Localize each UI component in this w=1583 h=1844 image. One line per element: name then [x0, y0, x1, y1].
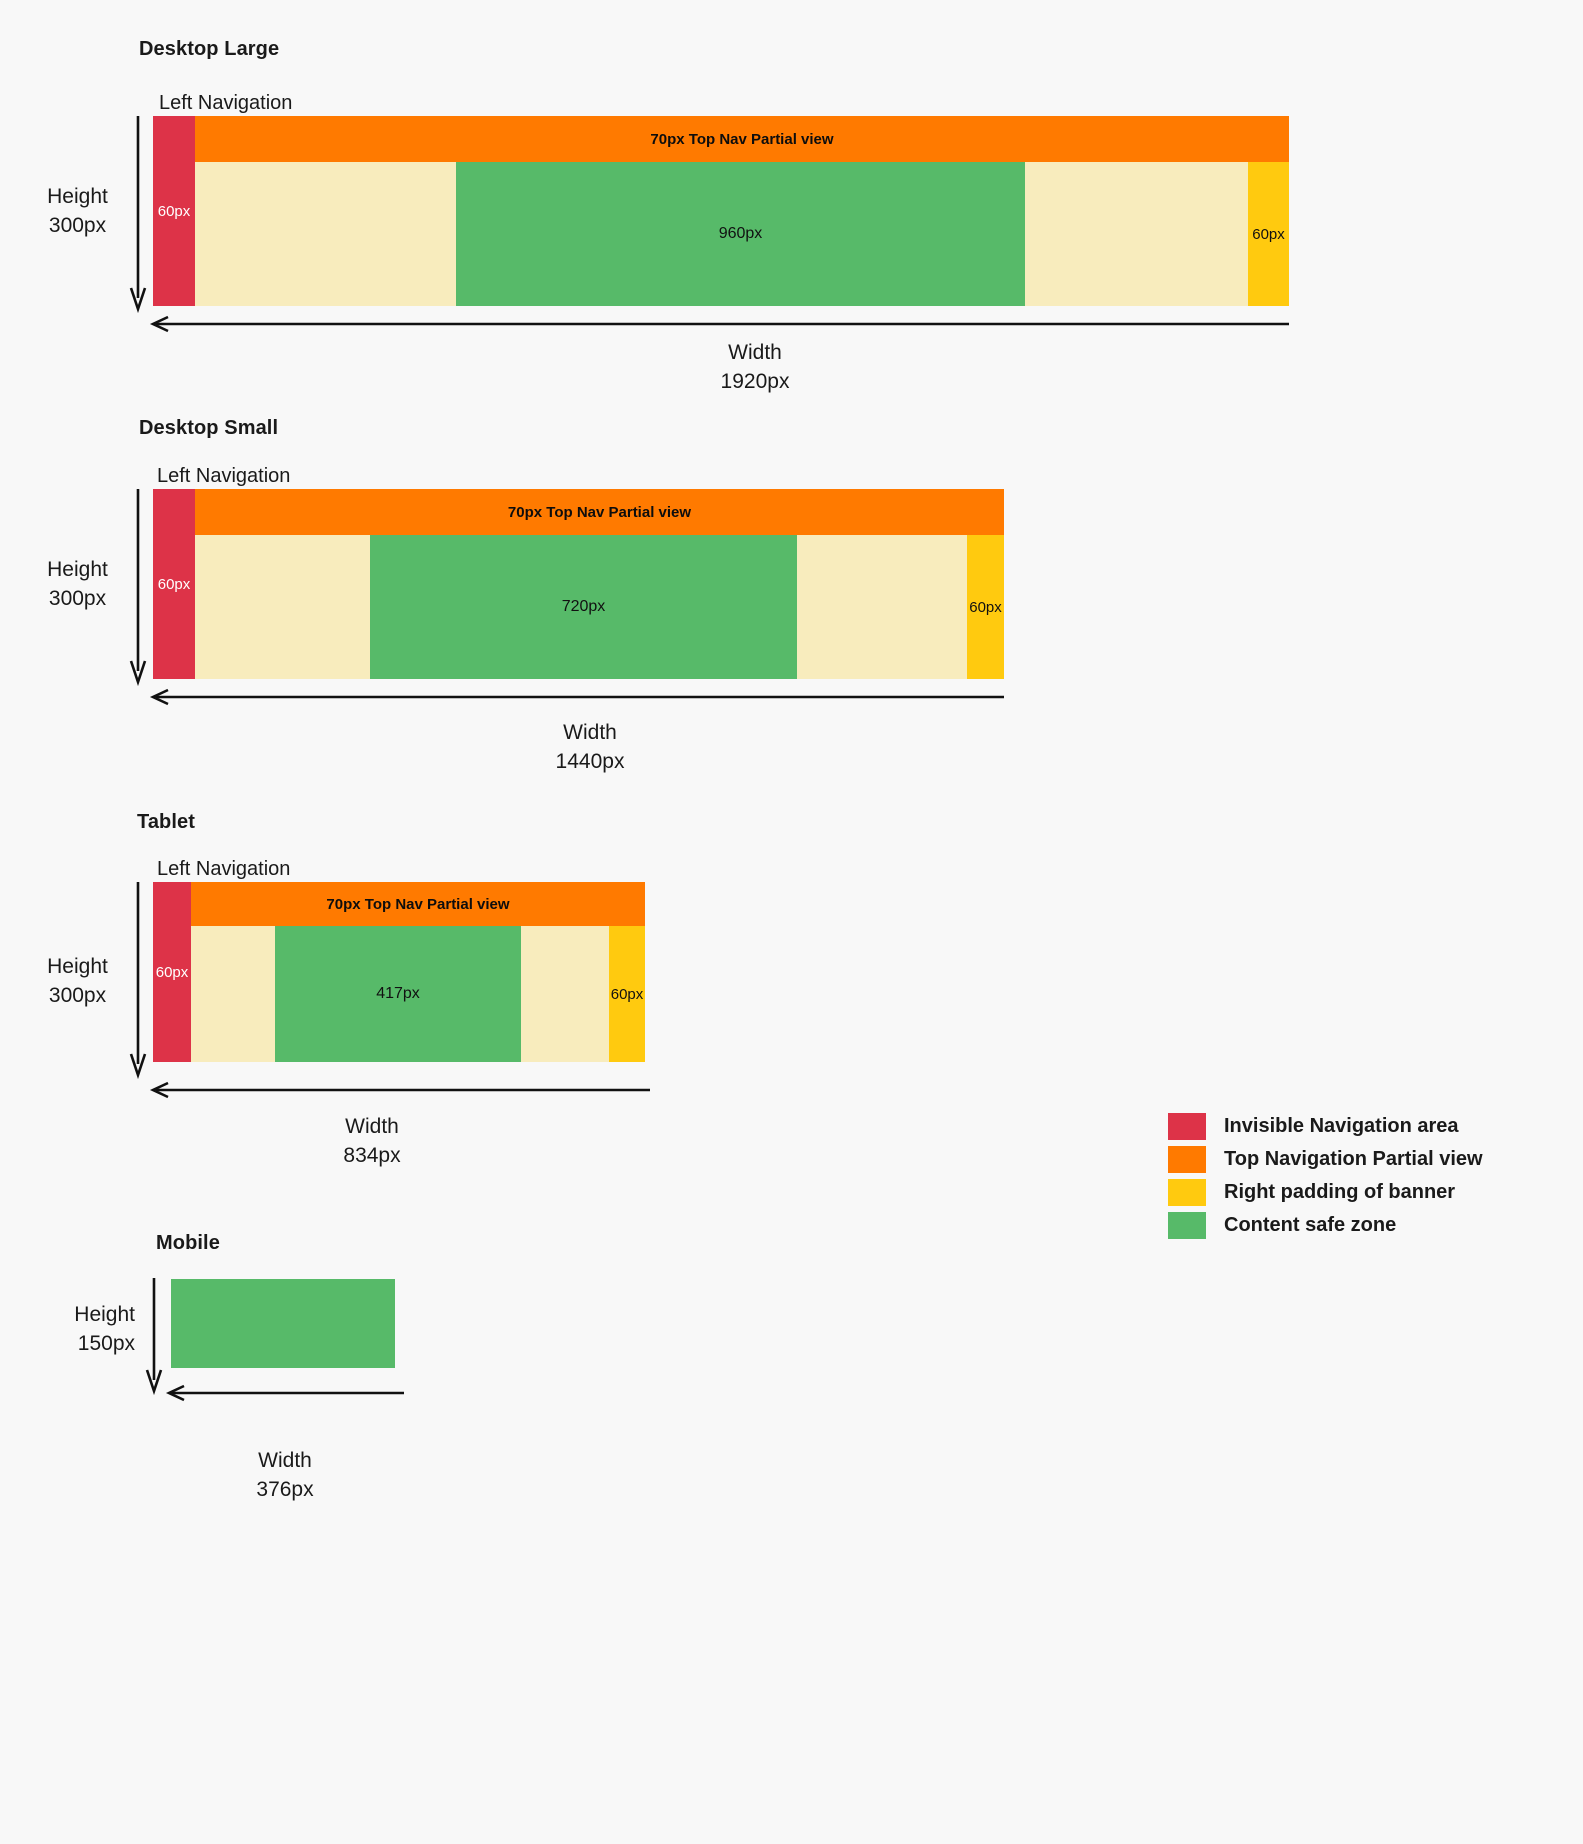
right-padding-label: 60px [1252, 225, 1285, 243]
right-padding-label: 60px [610, 985, 644, 1003]
content-safe-zone-desktop-small: 720px [370, 535, 797, 679]
height-label-desktop-small: Height 300px [20, 555, 135, 613]
legend-label: Invisible Navigation area [1224, 1115, 1459, 1137]
right-gap-zone-desktop-small [797, 535, 967, 679]
legend-swatch-icon-right-padding [1168, 1179, 1206, 1206]
height-word: Height [47, 185, 108, 208]
section-title-desktop-small: Desktop Small [139, 417, 279, 439]
height-value: 300px [48, 214, 107, 237]
legend-item-right-padding: Right padding of banner [1168, 1176, 1483, 1209]
section-title-tablet: Tablet [137, 811, 196, 833]
invisible-nav-label: 60px [157, 575, 191, 593]
legend-item-invisible-nav: Invisible Navigation area [1168, 1110, 1483, 1143]
height-arrow-tablet [129, 882, 147, 1080]
top-nav-zone-desktop-large: 70px Top Nav Partial view [195, 116, 1289, 162]
legend-swatch-icon-content-safe [1168, 1212, 1206, 1239]
height-label-mobile: Height 150px [0, 1300, 135, 1358]
top-nav-label: 70px Top Nav Partial view [326, 895, 510, 913]
height-arrow-mobile [145, 1278, 163, 1396]
top-nav-label: 70px Top Nav Partial view [650, 130, 834, 148]
legend-item-content-safe: Content safe zone [1168, 1209, 1483, 1242]
width-word: Width [563, 721, 617, 744]
left-navigation-caption-tablet: Left Navigation [157, 858, 291, 880]
width-label-mobile: Width 376px [175, 1446, 395, 1504]
width-word: Width [728, 341, 782, 364]
invisible-nav-zone-desktop-large: 60px [153, 116, 195, 306]
width-word: Width [345, 1115, 399, 1138]
content-safe-zone-tablet: 417px [275, 926, 521, 1062]
height-value: 300px [48, 984, 107, 1007]
legend-label: Top Navigation Partial view [1224, 1148, 1483, 1170]
left-padding-zone-tablet [191, 926, 275, 1062]
legend: Invisible Navigation area Top Navigation… [1168, 1110, 1483, 1242]
right-gap-zone-desktop-large [1025, 162, 1248, 306]
banner-desktop-small: 60px 70px Top Nav Partial view 720px 60p… [153, 489, 1004, 679]
section-title-mobile: Mobile [156, 1232, 220, 1254]
invisible-nav-zone-desktop-small: 60px [153, 489, 195, 679]
width-label-desktop-large: Width 1920px [645, 338, 865, 396]
width-word: Width [258, 1449, 312, 1472]
legend-item-top-nav: Top Navigation Partial view [1168, 1143, 1483, 1176]
width-value: 376px [256, 1478, 314, 1501]
height-word: Height [47, 955, 108, 978]
invisible-nav-zone-tablet: 60px [153, 882, 191, 1062]
banner-desktop-large: 60px 70px Top Nav Partial view 960px 60p… [153, 116, 1289, 306]
width-label-desktop-small: Width 1440px [480, 718, 700, 776]
left-navigation-caption-desktop-small: Left Navigation [157, 465, 291, 487]
right-padding-zone-desktop-small: 60px [967, 535, 1004, 679]
right-padding-label: 60px [969, 598, 1002, 616]
width-arrow-mobile [165, 1384, 404, 1402]
left-navigation-caption-desktop-large: Left Navigation [159, 92, 293, 114]
right-padding-zone-desktop-large: 60px [1248, 162, 1289, 306]
width-arrow-tablet [149, 1081, 650, 1099]
width-value: 834px [343, 1144, 401, 1167]
banner-tablet: 60px 70px Top Nav Partial view 417px 60p… [153, 882, 645, 1062]
legend-label: Right padding of banner [1224, 1181, 1456, 1203]
section-title-desktop-large: Desktop Large [139, 38, 280, 60]
content-safe-label: 417px [376, 985, 420, 1002]
content-safe-label: 720px [561, 598, 606, 615]
right-gap-zone-tablet [521, 926, 609, 1062]
top-nav-zone-tablet: 70px Top Nav Partial view [191, 882, 645, 926]
legend-swatch-icon-top-nav [1168, 1146, 1206, 1173]
height-label-tablet: Height 300px [20, 952, 135, 1010]
invisible-nav-label: 60px [157, 202, 191, 220]
height-arrow-desktop-large [129, 116, 147, 314]
width-arrow-desktop-large [149, 315, 1289, 333]
legend-swatch-icon-invisible-nav [1168, 1113, 1206, 1140]
height-label-desktop-large: Height 300px [20, 182, 135, 240]
width-label-tablet: Width 834px [262, 1112, 482, 1170]
width-arrow-desktop-small [149, 688, 1004, 706]
height-word: Height [74, 1303, 135, 1326]
right-padding-zone-tablet: 60px [609, 926, 645, 1062]
content-safe-zone-mobile [171, 1279, 395, 1368]
height-value: 150px [77, 1332, 135, 1355]
width-value: 1440px [555, 750, 625, 773]
legend-label: Content safe zone [1224, 1214, 1397, 1236]
width-value: 1920px [720, 370, 790, 393]
height-value: 300px [48, 587, 107, 610]
content-safe-label: 960px [718, 225, 763, 242]
invisible-nav-label: 60px [155, 963, 189, 981]
left-padding-zone-desktop-large [195, 162, 456, 306]
height-arrow-desktop-small [129, 489, 147, 687]
content-safe-zone-desktop-large: 960px [456, 162, 1025, 306]
left-padding-zone-desktop-small [195, 535, 370, 679]
top-nav-zone-desktop-small: 70px Top Nav Partial view [195, 489, 1004, 535]
height-word: Height [47, 558, 108, 581]
top-nav-label: 70px Top Nav Partial view [507, 503, 692, 521]
